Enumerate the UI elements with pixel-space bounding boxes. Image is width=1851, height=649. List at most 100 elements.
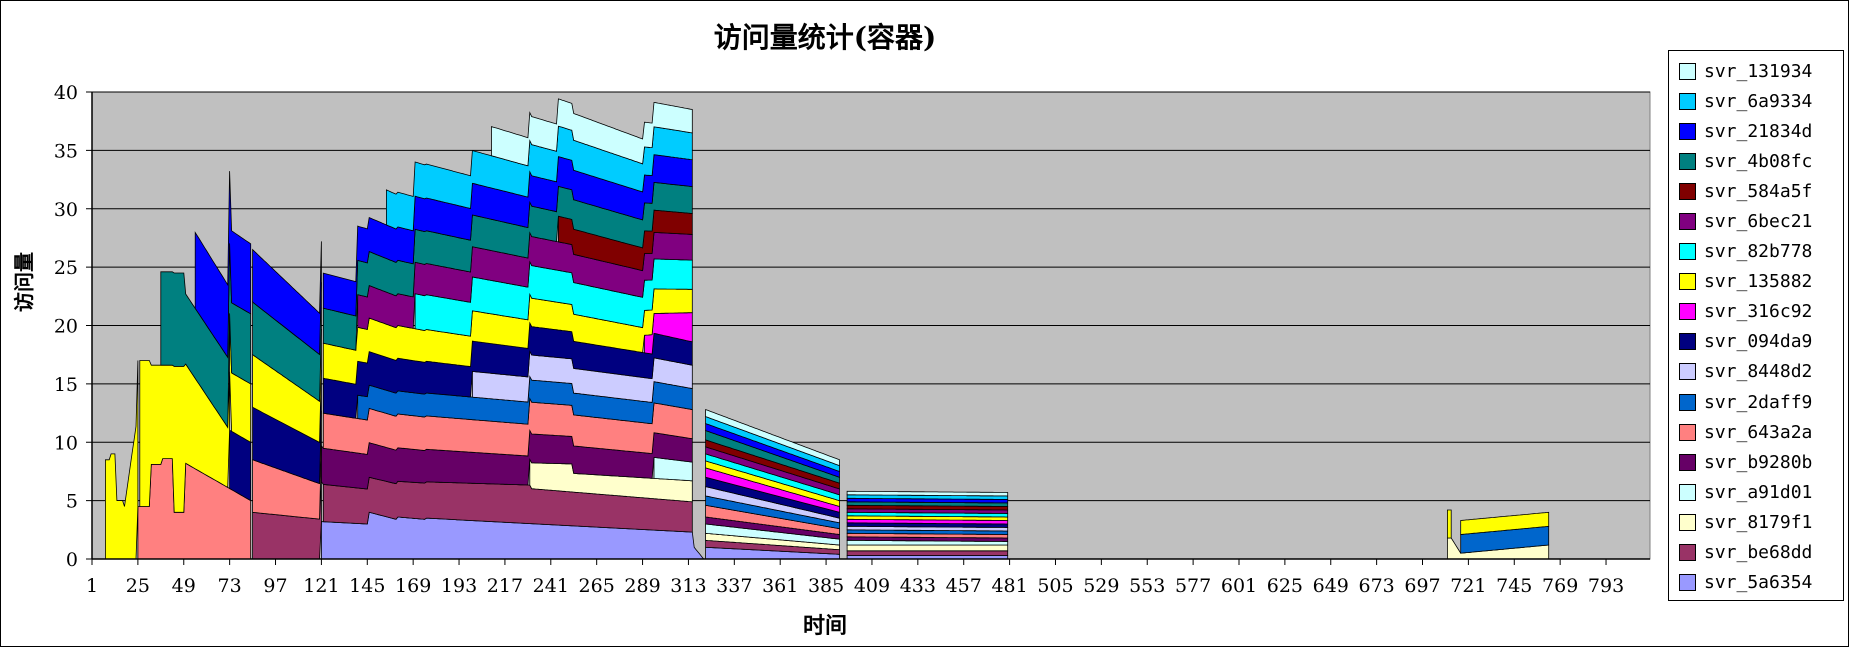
series-svr_135882 [105, 288, 1550, 560]
legend-swatch [1679, 453, 1696, 471]
x-tick-label: 529 [1083, 575, 1119, 597]
legend-item: svr_584a5f [1669, 176, 1843, 206]
legend-swatch [1679, 182, 1696, 200]
y-tick-label: 40 [54, 82, 78, 104]
area-segment [194, 171, 252, 359]
x-tick-label: 769 [1542, 575, 1578, 597]
x-tick-label: 553 [1129, 575, 1165, 597]
legend-swatch [1679, 303, 1696, 321]
y-tick-label: 25 [54, 257, 78, 279]
x-tick-label: 313 [670, 575, 706, 597]
legend-label: svr_82b778 [1704, 241, 1813, 263]
series-svr_4b08fc [160, 181, 1009, 507]
x-tick-label: 481 [991, 575, 1027, 597]
legend-swatch [1679, 273, 1696, 291]
legend-swatch [1679, 243, 1696, 261]
legend-item: svr_316c92 [1669, 297, 1843, 327]
legend-item: svr_b9280b [1669, 447, 1843, 477]
series-svr_316c92 [644, 312, 1009, 525]
legend-swatch [1679, 152, 1696, 170]
x-tick-label: 289 [624, 575, 660, 597]
x-tick-label: 625 [1267, 575, 1303, 597]
series-svr_094da9 [229, 321, 1009, 528]
legend-item: svr_643a2a [1669, 417, 1843, 447]
chart-title: 访问量统计(容器) [713, 21, 937, 54]
legend-label: svr_094da9 [1704, 331, 1813, 353]
x-tick-label: 169 [395, 575, 431, 597]
series-svr_131934 [491, 98, 1009, 497]
area-segment [846, 544, 1009, 552]
legend-label: svr_584a5f [1704, 180, 1813, 202]
legend-label: svr_135882 [1704, 271, 1813, 293]
x-tick-label: 433 [900, 575, 936, 597]
area-segment [846, 550, 1009, 556]
legend-item: svr_be68dd [1669, 538, 1843, 568]
area-segment [705, 409, 840, 467]
series-svr_6bec21 [357, 231, 1009, 514]
x-tick-label: 385 [808, 575, 844, 597]
x-tick-label: 745 [1496, 575, 1532, 597]
x-tick-label: 601 [1221, 575, 1257, 597]
x-tick-label: 457 [946, 575, 982, 597]
legend-label: svr_131934 [1704, 60, 1813, 82]
x-tick-label: 25 [126, 575, 150, 597]
x-tick-label: 505 [1037, 575, 1073, 597]
area-segment [1447, 509, 1452, 539]
legend-swatch [1679, 513, 1696, 531]
x-axis-title: 时间 [802, 613, 847, 639]
legend-swatch [1679, 363, 1696, 381]
legend-item: svr_82b778 [1669, 237, 1843, 267]
series-svr_b9280b [321, 428, 1009, 542]
x-tick-label: 145 [349, 575, 385, 597]
x-tick-label: 49 [172, 575, 196, 597]
area-segment [1460, 511, 1550, 535]
legend-item: svr_094da9 [1669, 327, 1843, 357]
legend-item: svr_131934 [1669, 56, 1843, 86]
x-tick-label: 217 [487, 575, 523, 597]
legend-label: svr_8448d2 [1704, 361, 1813, 383]
series-svr_21834d [194, 154, 1009, 504]
legend-label: svr_b9280b [1704, 451, 1813, 473]
legend-label: svr_6a9334 [1704, 90, 1813, 112]
y-tick-label: 20 [54, 316, 78, 338]
area-segment [252, 241, 322, 356]
legend-item: svr_5a6354 [1669, 568, 1843, 598]
legend-label: svr_6bec21 [1704, 211, 1813, 233]
x-tick-label: 649 [1313, 575, 1349, 597]
legend-label: svr_8179f1 [1704, 511, 1813, 533]
legend-label: svr_643a2a [1704, 421, 1813, 443]
legend-item: svr_8448d2 [1669, 357, 1843, 387]
legend-item: svr_4b08fc [1669, 146, 1843, 176]
legend-swatch [1679, 393, 1696, 411]
legend-item: svr_135882 [1669, 267, 1843, 297]
y-tick-label: 15 [54, 374, 78, 396]
legend-item: svr_2daff9 [1669, 387, 1843, 417]
legend-label: svr_4b08fc [1704, 150, 1813, 172]
legend-swatch [1679, 333, 1696, 351]
legend-label: svr_5a6354 [1704, 572, 1813, 594]
x-tick-label: 1 [86, 575, 98, 597]
x-tick-label: 241 [533, 575, 569, 597]
y-tick-label: 0 [66, 549, 78, 571]
x-tick-label: 361 [762, 575, 798, 597]
legend-label: svr_21834d [1704, 120, 1813, 142]
legend: svr_131934 svr_6a9334 svr_21834d svr_4b08fc… [1668, 50, 1844, 601]
legend-label: svr_316c92 [1704, 301, 1813, 323]
x-tick-label: 793 [1588, 575, 1624, 597]
legend-swatch [1679, 213, 1696, 231]
x-tick-label: 121 [303, 575, 339, 597]
legend-swatch [1679, 62, 1696, 80]
legend-item: svr_a91d01 [1669, 477, 1843, 507]
legend-item: svr_6a9334 [1669, 86, 1843, 116]
y-tick-label: 30 [54, 199, 78, 221]
y-tick-label: 35 [54, 140, 78, 162]
legend-label: svr_a91d01 [1704, 481, 1813, 503]
legend-label: svr_2daff9 [1704, 391, 1813, 413]
y-tick-label: 10 [54, 432, 78, 454]
x-tick-label: 721 [1450, 575, 1486, 597]
legend-swatch [1679, 483, 1696, 501]
x-tick-label: 193 [441, 575, 477, 597]
legend-label: svr_be68dd [1704, 542, 1813, 564]
x-tick-label: 265 [579, 575, 615, 597]
